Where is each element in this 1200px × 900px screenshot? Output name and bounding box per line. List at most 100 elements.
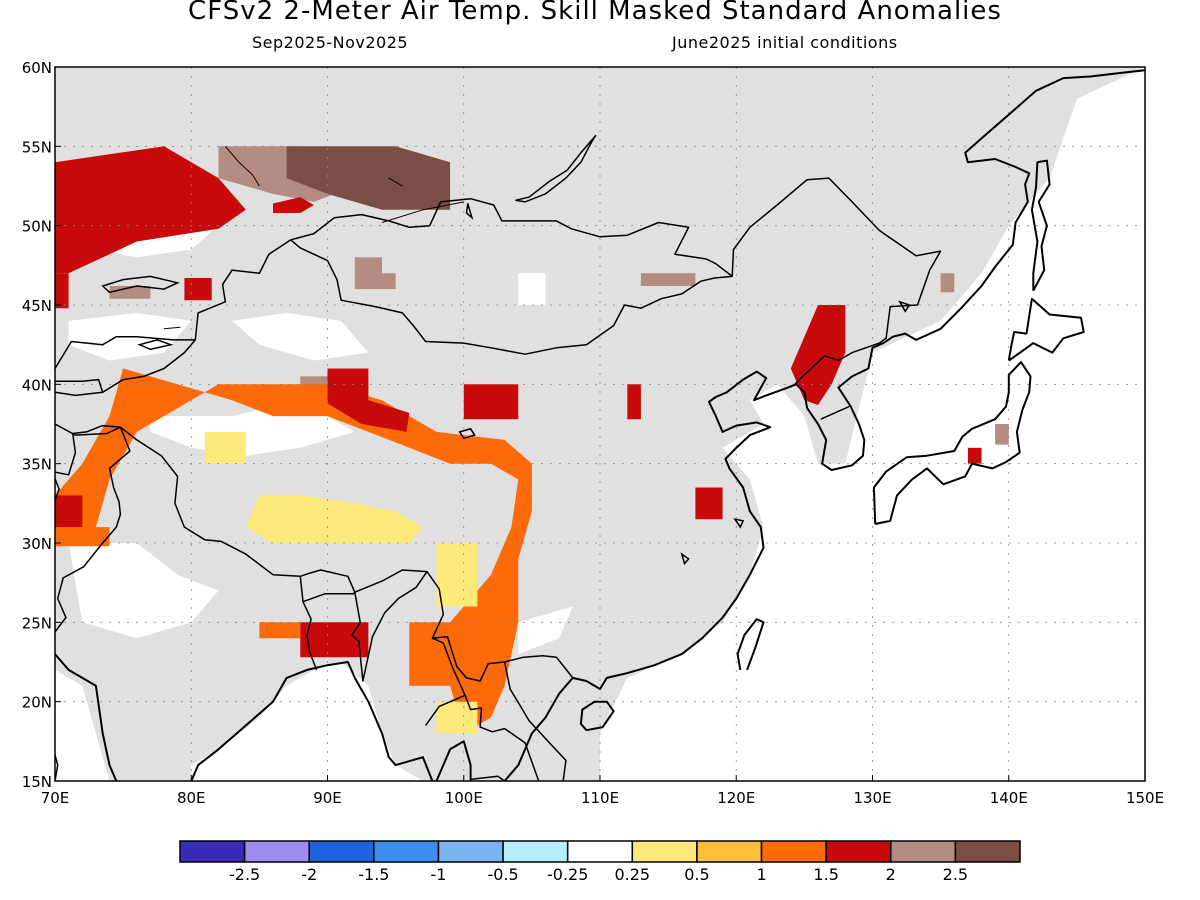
country-border [432,637,540,781]
coastline [503,69,1145,781]
anomaly-region-pak-orange [55,527,110,547]
lon-tick-label: 130E [853,789,891,807]
anomaly-region-gansu-red [627,384,641,420]
anomaly-region-japan-red [967,447,982,464]
colorbar-label: 2 [886,865,896,884]
colorbar-swatch [179,840,246,863]
lon-tick-label: 140E [990,789,1028,807]
anomaly-region-tibet-orange [55,368,532,734]
colorbar-label: 1.5 [813,865,838,884]
lake-khuvsgul [465,203,474,220]
colorbar-swatch [631,840,698,863]
coastline [1030,159,1051,292]
anomaly-region-west-china-red [463,384,519,420]
white-region-sea-of-japan [845,305,1023,472]
anomaly-region-qaidam-yellow [204,431,246,464]
anomaly-region-myanmar-yellow [436,701,478,734]
coastline [872,361,1032,525]
country-border [503,661,567,781]
coastline [55,653,118,781]
country-border [55,751,59,781]
anomaly-region-pak-red [55,495,83,528]
country-border [424,694,466,726]
anomaly-region-sayan-red [273,197,314,213]
colorbar-swatch [760,840,827,863]
anomaly-region-mongolia-brown [354,257,396,290]
river-line [381,201,464,223]
lat-tick-label: 30N [22,535,52,553]
colorbar-label: 2.5 [943,865,968,884]
map-layer [55,67,1145,781]
colorbar-label: -0.25 [547,865,588,884]
colorbar-label: -1 [430,865,446,884]
lat-tick-label: 45N [22,297,52,315]
anomaly-region-tibet-red [327,368,410,432]
coastline [736,618,765,671]
coastline [579,700,615,732]
colorbar-swatch [566,840,634,863]
colorbar-label: -0.5 [487,865,518,884]
anomaly-region-korea-red [790,305,846,405]
country-border [470,775,506,781]
country-border [102,197,733,393]
lake-issyk-kul [137,339,174,351]
lat-tick-label: 50N [22,218,52,236]
colorbar-label: -1.5 [358,865,389,884]
lon-tick-label: 90E [313,789,342,807]
anomaly-region-myanmar-orange [409,622,451,686]
country-border [731,177,942,344]
lat-tick-label: 25N [22,614,52,632]
axis-labels: 70E 80E 90E 100E 110E 120E 130E 140E 150E 60N 55N 5… [22,59,1164,807]
lake-khanka [898,300,911,313]
lake-qinghai [458,427,476,440]
colorbar-swatch [890,840,957,863]
lat-tick-label: 60N [22,59,52,77]
lon-tick-label: 110E [581,789,619,807]
white-region-mongolia-white [518,273,546,305]
coastline [190,661,434,781]
lon-tick-label: 70E [41,789,70,807]
anomaly-region-kazakh-west-red [55,273,69,309]
country-border [55,423,131,633]
colorbar-swatch [308,840,375,863]
country-border [55,424,121,536]
white-region-bay-bengal [191,662,423,781]
coastline [1007,297,1085,362]
colorbar-swatch [437,840,504,863]
white-region-arabian-sea [55,669,110,781]
lat-tick-label: 40N [22,376,52,394]
colorbar-label: 1 [756,865,766,884]
coastline [435,740,472,781]
colorbar: -2.5 -2 -1.5 -1 -0.5 -0.25 0.25 0.5 1 1.5 2 2.5 [179,840,1021,884]
country-border [119,426,574,682]
lon-tick-label: 150E [1126,789,1164,807]
river-line [224,145,260,187]
country-border [794,342,880,385]
lake-balkhash [101,275,180,294]
country-border [302,601,318,671]
country-border [55,378,104,397]
lon-tick-label: 120E [717,789,755,807]
anomaly-region-balkhash-red [184,278,212,301]
lake-poyang [680,552,690,566]
forecast-period: Sep2025-Nov2025 [252,33,409,52]
colorbar-label: 0.5 [684,865,709,884]
anomaly-region-sichuan-yellow [436,543,478,607]
lake-baikal [515,134,597,203]
colorbar-label: -2.5 [229,865,260,884]
country-border [351,571,428,682]
river-line [388,177,403,187]
country-border [820,405,850,420]
country-border [299,576,356,603]
anomaly-region-kazakh-north-hot [55,146,246,274]
colorbar-swatch [243,840,310,863]
anomaly-region-shandong-red [695,487,723,520]
white-region-dzungaria-white [232,312,369,361]
country-border [55,335,196,369]
lat-tick-label: 15N [22,773,52,791]
anomaly-region-tibet-yellow [245,495,423,543]
lon-tick-label: 80E [177,789,206,807]
initial-conditions: June2025 initial conditions [672,33,898,52]
map-title: CFSv2 2-Meter Air Temp. Skill Masked Sta… [188,0,1002,26]
